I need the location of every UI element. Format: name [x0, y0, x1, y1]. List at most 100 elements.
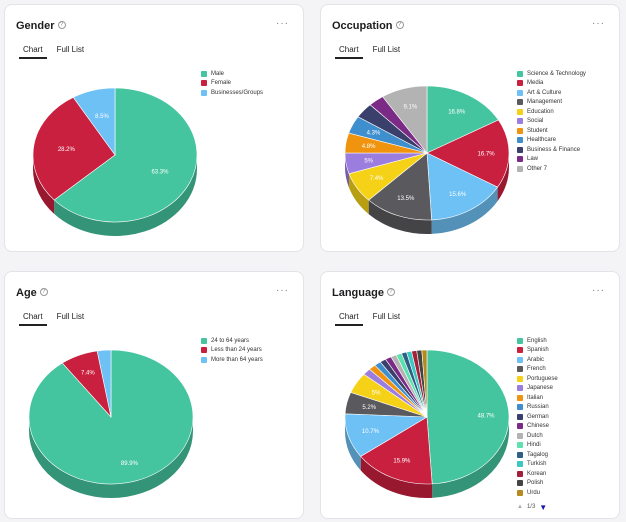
pie-slice [96, 349, 112, 418]
tab-full-list[interactable]: Full List [56, 312, 85, 321]
legend-label: Student [527, 127, 548, 134]
legend-swatch [517, 108, 523, 115]
legend-item[interactable]: Female [201, 79, 263, 89]
card-title: Gender? [16, 20, 66, 32]
language-card: Language? ··· Chart Full List 48.7% 15.9%… [320, 271, 620, 519]
tab-chart[interactable]: Chart [335, 312, 363, 326]
help-icon[interactable]: ? [39, 288, 48, 296]
legend-swatch [201, 70, 207, 77]
pie-slice-side [432, 417, 509, 498]
slice-data-label: 15.9% [393, 459, 411, 465]
pie-slice [426, 349, 510, 485]
help-icon[interactable]: ? [57, 21, 66, 29]
more-options-icon[interactable]: ··· [276, 285, 289, 296]
tab-full-list[interactable]: Full List [56, 45, 85, 54]
pie-chart: 89.9% 7.4% [28, 349, 194, 498]
pie-slice [72, 87, 116, 156]
more-options-icon[interactable]: ··· [276, 18, 289, 29]
view-tabs: Chart Full List [335, 45, 410, 59]
legend-item[interactable]: Polish [517, 479, 558, 489]
legend-label: Law [527, 156, 539, 163]
legend-item[interactable]: Management [517, 98, 586, 108]
legend-item[interactable]: Tagalog [517, 450, 558, 460]
slice-data-label: 9.1% [404, 105, 418, 111]
legend-item[interactable]: 24 to 64 years [201, 336, 263, 346]
pie-chart: 48.7% 15.9% 10.7% 5.2% 5% [344, 349, 510, 498]
legend-item[interactable]: Turkish [517, 460, 558, 470]
legend-label: French [527, 366, 546, 373]
legend-swatch [517, 404, 523, 411]
legend-item[interactable]: Spanish [517, 346, 558, 356]
legend-item[interactable]: Businesses/Groups [201, 88, 263, 98]
pie-slice-side [345, 153, 350, 188]
help-icon[interactable]: ? [386, 288, 395, 296]
slice-data-label: 13.5% [397, 196, 415, 202]
legend-label: Portuguese [527, 375, 558, 382]
tab-chart[interactable]: Chart [335, 45, 363, 59]
legend-swatch [517, 118, 523, 125]
legend-item[interactable]: English [517, 336, 558, 346]
legend-item[interactable]: Korean [517, 469, 558, 479]
legend-item[interactable]: Other 7 [517, 164, 586, 174]
legend-pager: ▲ 1/3 ▼ [517, 503, 558, 512]
legend-label: Spanish [527, 347, 549, 354]
legend-item[interactable]: Urdu [517, 488, 558, 498]
legend-item[interactable]: Art & Culture [517, 88, 586, 98]
slice-data-label: 4.8% [362, 144, 376, 150]
legend-swatch [517, 165, 523, 172]
slice-data-label: 16.8% [448, 109, 466, 115]
tab-chart[interactable]: Chart [19, 45, 47, 59]
pie-slice [32, 96, 116, 201]
card-title: Age? [16, 287, 48, 299]
pie-slice-side [33, 155, 55, 214]
legend-item[interactable]: Hindi [517, 441, 558, 451]
legend-label: Media [527, 80, 544, 87]
legend-label: Urdu [527, 489, 541, 496]
legend-label: Japanese [527, 385, 554, 392]
legend-item[interactable]: Italian [517, 393, 558, 403]
legend-item[interactable]: Law [517, 155, 586, 165]
legend-item[interactable]: Japanese [517, 384, 558, 394]
pie-slice-side [431, 187, 498, 234]
legend-swatch [517, 385, 523, 392]
slice-data-label: 4.3% [367, 131, 381, 137]
legend-item[interactable]: Healthcare [517, 136, 586, 146]
tab-full-list[interactable]: Full List [372, 312, 401, 321]
legend-item[interactable]: Russian [517, 403, 558, 413]
legend-swatch [517, 394, 523, 401]
legend-item[interactable]: Education [517, 107, 586, 117]
tab-full-list[interactable]: Full List [372, 45, 401, 54]
legend-item[interactable]: Student [517, 126, 586, 136]
legend-item[interactable]: Arabic [517, 355, 558, 365]
legend-item[interactable]: Media [517, 79, 586, 89]
legend-swatch [517, 442, 523, 449]
arrow-down-icon[interactable]: ▼ [539, 502, 548, 512]
tab-chart[interactable]: Chart [19, 312, 47, 326]
legend-item[interactable]: Less than 24 years [201, 346, 263, 356]
legend-item[interactable]: French [517, 365, 558, 375]
legend-label: Science & Technology [527, 70, 586, 77]
legend-item[interactable]: Dutch [517, 431, 558, 441]
legend-label: Management [527, 99, 563, 106]
legend-item[interactable]: Science & Technology [517, 69, 586, 79]
legend-item[interactable]: Portuguese [517, 374, 558, 384]
legend-swatch [517, 470, 523, 477]
legend-item[interactable]: Social [517, 117, 586, 127]
legend-item[interactable]: Chinese [517, 422, 558, 432]
legend-swatch [517, 461, 523, 468]
slice-data-label: 48.7% [478, 413, 496, 419]
legend-item[interactable]: German [517, 412, 558, 422]
legend-item[interactable]: Male [201, 69, 263, 79]
arrow-up-icon[interactable]: ▲ [517, 504, 523, 510]
legend-item[interactable]: More than 64 years [201, 355, 263, 365]
legend-label: Businesses/Groups [211, 89, 264, 96]
more-options-icon[interactable]: ··· [592, 285, 605, 296]
legend-swatch [201, 337, 207, 344]
more-options-icon[interactable]: ··· [592, 18, 605, 29]
pie-slice-side [29, 417, 193, 498]
legend-swatch [201, 89, 207, 96]
legend: 24 to 64 years Less than 24 years More tha… [201, 336, 263, 365]
legend-item[interactable]: Business & Finance [517, 145, 586, 155]
legend-swatch [517, 356, 523, 363]
help-icon[interactable]: ? [395, 21, 404, 29]
